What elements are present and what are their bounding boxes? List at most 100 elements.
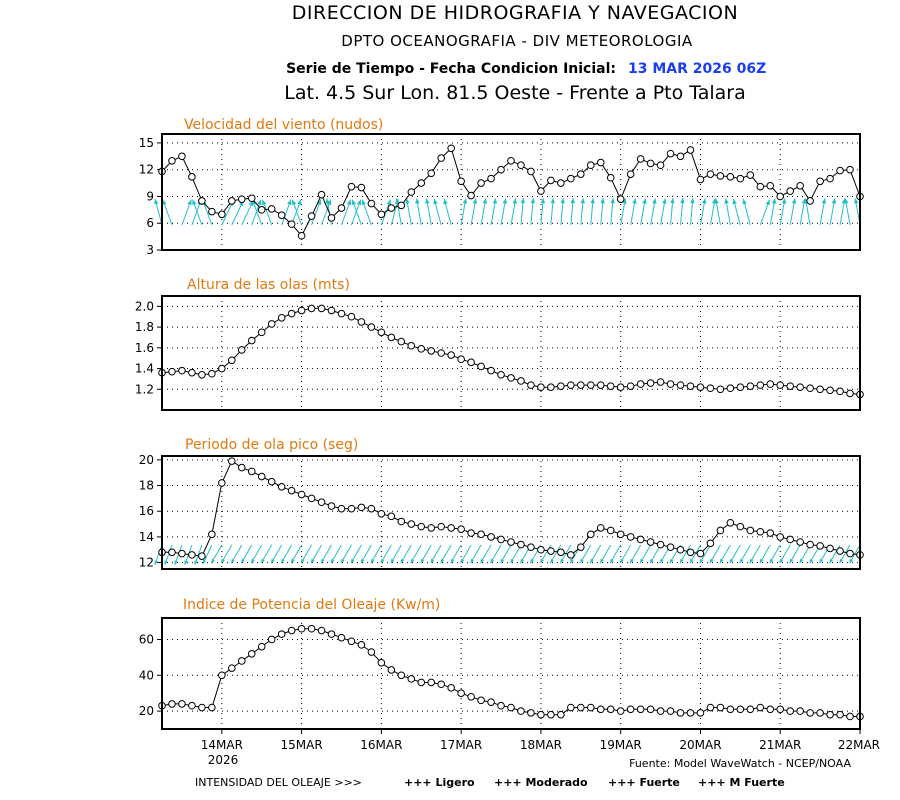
direction-arrow-head [460, 558, 465, 564]
data-point [646, 705, 655, 714]
data-point [846, 389, 854, 398]
direction-arrow-head [292, 199, 297, 206]
x-tick-label: 20MAR [679, 738, 721, 752]
data-point [726, 518, 735, 527]
data-point [188, 551, 196, 559]
wind-speed-panel: Velocidad del viento (nudos) 3 6 9 12 15 [139, 117, 864, 257]
data-point [357, 503, 366, 512]
direction-arrow-head [350, 558, 355, 564]
data-point [616, 707, 625, 715]
data-point [327, 214, 336, 222]
data-point [218, 210, 226, 219]
data-point [596, 158, 605, 167]
data-point [676, 709, 685, 717]
data-point [337, 204, 346, 212]
data-point [557, 548, 565, 557]
data-point [198, 552, 206, 560]
data-point [806, 197, 814, 205]
data-point [497, 370, 505, 379]
data-point [257, 472, 266, 481]
direction-arrow-head [492, 198, 498, 204]
data-point [606, 705, 615, 714]
data-point [826, 544, 834, 553]
direction-arrow-head [650, 558, 654, 564]
direction-arrow-head [699, 558, 704, 564]
data-point [407, 520, 416, 528]
data-point [786, 187, 795, 195]
direction-arrow-head [203, 559, 207, 564]
data-point [357, 183, 366, 192]
data-point [736, 705, 745, 714]
y-tick-label: 15 [139, 136, 154, 150]
data-point [307, 212, 316, 220]
direction-arrow-head [472, 198, 478, 204]
data-point [237, 195, 246, 203]
data-point [397, 201, 406, 210]
direction-arrow-head [380, 558, 385, 564]
data-point [676, 545, 685, 554]
data-point [357, 641, 366, 649]
direction-arrow-head [311, 558, 315, 564]
direction-arrow-head [739, 558, 744, 564]
data-point [387, 333, 396, 342]
direction-arrow-head [174, 560, 178, 565]
data-point [287, 486, 296, 495]
data-point [766, 529, 775, 537]
data-point [228, 664, 236, 672]
data-point [427, 678, 436, 687]
data-point [247, 194, 256, 203]
header-department: DPTO OCEANOGRAFIA - DIV METEOROLOGIA [341, 32, 693, 50]
data-point [567, 551, 575, 559]
data-point [168, 700, 176, 708]
data-point [706, 170, 715, 178]
direction-arrow-head [759, 558, 764, 564]
data-point [347, 504, 356, 513]
data-point [477, 530, 485, 539]
data-point [826, 174, 834, 183]
data-point [656, 161, 665, 170]
data-point [776, 705, 785, 714]
direction-arrow-head [351, 199, 356, 206]
data-point [267, 635, 276, 644]
direction-arrow-head [610, 198, 615, 204]
data-point [666, 543, 675, 551]
data-point [517, 377, 525, 385]
direction-arrow-head [560, 198, 565, 204]
data-point [208, 703, 216, 712]
data-point [776, 381, 785, 389]
direction-arrow-head [719, 558, 724, 564]
y-tick-label: 60 [139, 632, 154, 646]
data-point [287, 309, 296, 318]
direction-arrow-head [241, 558, 245, 564]
data-point [527, 381, 535, 389]
direction-arrow-head [291, 558, 295, 564]
direction-arrow-head [729, 558, 734, 564]
data-point [577, 381, 585, 389]
data-point [487, 698, 495, 706]
data-point [656, 378, 665, 386]
direction-arrow-head [839, 558, 844, 564]
data-point [347, 637, 356, 646]
plot-frame [161, 455, 861, 570]
data-point [746, 382, 755, 390]
direction-arrow-head [590, 198, 595, 204]
data-point [218, 364, 226, 373]
data-point [297, 490, 306, 499]
plot-frame [161, 295, 861, 411]
data-point [297, 306, 306, 315]
data-point [846, 165, 854, 174]
direction-arrow-head [771, 198, 777, 204]
data-point [247, 336, 256, 345]
direction-arrow-head [540, 558, 544, 564]
direction-arrow-head [231, 558, 235, 564]
data-point [467, 191, 475, 200]
data-point [507, 538, 515, 546]
x-tick-label: 17MAR [440, 738, 482, 752]
data-point [656, 540, 665, 549]
direction-arrow-head [512, 198, 517, 204]
data-point [377, 328, 386, 337]
peak-period-title: Periodo de ola pico (seg) [185, 437, 358, 453]
wave-power-panel: Indice de Potencia del Oleaje (Kw/m) 20 4… [139, 597, 864, 730]
data-point [836, 387, 844, 396]
data-point [766, 181, 775, 190]
